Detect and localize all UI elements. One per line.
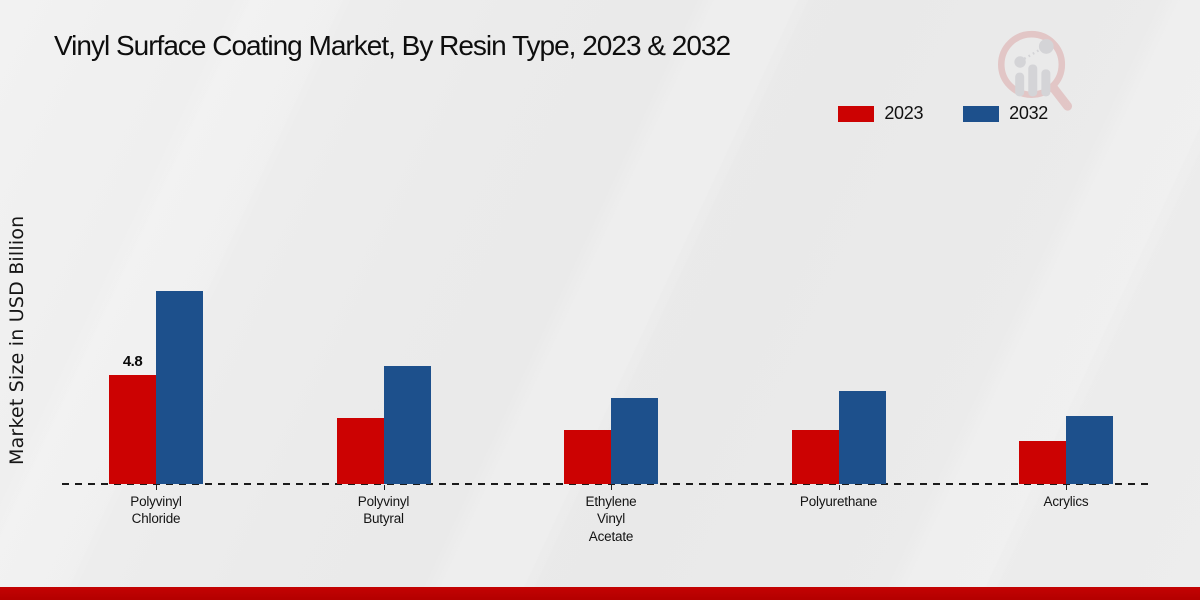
bar-2032-category-2 (611, 398, 658, 484)
legend-label-2032: 2032 (1009, 103, 1048, 123)
x-axis-tick (1066, 485, 1067, 490)
bar-2023-category-1 (336, 418, 384, 484)
bar-2032-category-3 (838, 391, 886, 484)
bar-2023-category-3 (791, 430, 839, 484)
x-axis-tick (838, 485, 840, 490)
legend-swatch-2023 (838, 105, 875, 122)
bar-2032-category-1 (383, 366, 431, 484)
x-category-label: Polyvinyl Chloride (130, 494, 182, 527)
x-axis-tick (383, 485, 385, 490)
x-axis-tick (156, 485, 157, 490)
bar-2032-category-4 (1066, 416, 1113, 484)
bar-2023-category-2 (564, 430, 611, 484)
legend-label-2023: 2023 (884, 103, 924, 123)
market-research-magnifier-growth-logo-icon (998, 30, 1073, 111)
footer-accent-band (0, 587, 1200, 600)
x-category-label: Ethylene Vinyl Acetate (585, 494, 637, 544)
bar-2023-category-0 (109, 375, 156, 484)
bar-2032-category-0 (156, 291, 203, 484)
x-axis-tick (611, 485, 612, 490)
x-category-label: Polyvinyl Butyral (357, 494, 410, 527)
legend-item-2032: 2032 (963, 103, 1048, 124)
bar-2023-category-4 (1019, 441, 1066, 484)
legend-item-2023: 2023 (838, 103, 923, 124)
x-axis-dashed-baseline (62, 483, 1152, 485)
bar-value-label: 4.8 (122, 353, 143, 370)
legend: 2023 2032 (838, 103, 1048, 124)
x-category-label: Polyurethane (799, 494, 878, 509)
legend-swatch-2032 (963, 105, 1000, 122)
page-title: Vinyl Surface Coating Market, By Resin T… (54, 30, 731, 61)
x-category-label: Acrylics (1043, 494, 1089, 509)
